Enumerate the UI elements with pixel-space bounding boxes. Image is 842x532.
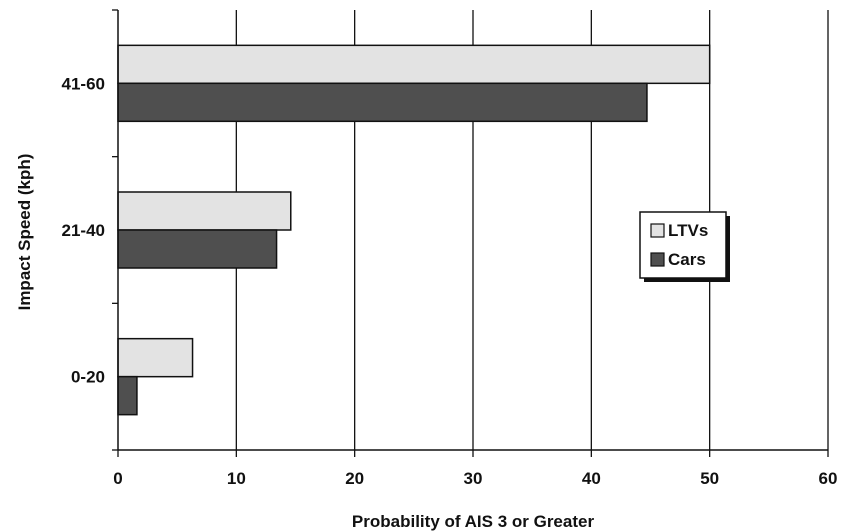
x-tick-label: 10 [227, 469, 246, 488]
x-axis-ticks: 0 10 20 30 40 50 60 [113, 450, 837, 488]
bar-ltvs-0-20 [117, 337, 194, 378]
bar-ltvs-21-40 [117, 191, 292, 231]
x-tick-label: 20 [345, 469, 364, 488]
bar-ltvs-41-60 [117, 44, 711, 85]
x-axis-title: Probability of AIS 3 or Greater [352, 512, 595, 531]
x-tick-label: 60 [819, 469, 838, 488]
legend-swatch-cars [650, 252, 665, 267]
x-tick-label: 30 [464, 469, 483, 488]
y-tick-label: 41-60 [62, 74, 105, 93]
bars [117, 44, 711, 416]
legend-label-ltvs: LTVs [668, 221, 708, 240]
y-tick-label: 21-40 [62, 221, 105, 240]
legend-box [639, 211, 727, 279]
y-axis-ticks: 0-20 21-40 41-60 [62, 9, 118, 451]
bar-cars-41-60 [117, 82, 648, 123]
y-tick-label: 0-20 [71, 368, 105, 387]
legend: LTVs Cars [639, 211, 730, 282]
x-tick-label: 50 [700, 469, 719, 488]
legend-swatch-ltvs [650, 223, 665, 238]
legend-label-cars: Cars [668, 250, 706, 269]
bar-cars-21-40 [117, 229, 278, 269]
x-tick-label: 40 [582, 469, 601, 488]
bar-cars-0-20 [117, 375, 138, 416]
y-axis-title: Impact Speed (kph) [15, 154, 34, 311]
x-tick-label: 0 [113, 469, 122, 488]
